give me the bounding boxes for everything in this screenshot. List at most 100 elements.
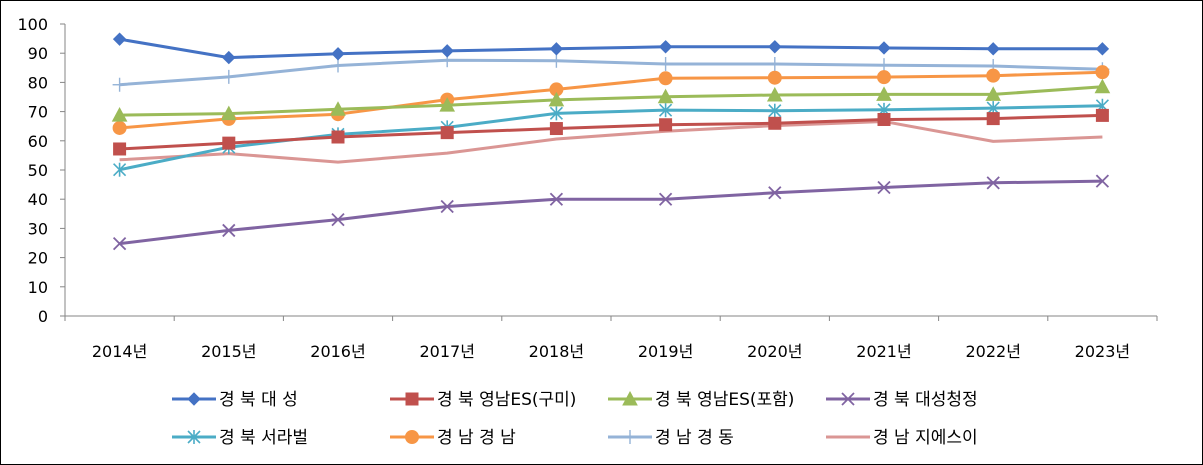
x-tick-label: 2018년 <box>529 342 584 361</box>
data-point <box>877 180 891 195</box>
marker-stroke <box>986 176 1000 190</box>
series-line <box>119 120 1103 164</box>
data-point <box>985 86 1002 101</box>
data-point <box>549 53 564 68</box>
y-tick-label: 0 <box>38 307 48 326</box>
series-6 <box>112 65 1110 135</box>
data-point <box>549 42 564 56</box>
legend-swatch-marker <box>187 430 201 444</box>
legend-item: 경 북 대 성 <box>172 390 298 410</box>
marker-stroke <box>658 192 673 206</box>
data-point <box>768 186 782 200</box>
x-tick-label: 2022년 <box>965 342 1020 361</box>
legend-label: 경 북 서라벌 <box>219 428 308 448</box>
y-tick-label: 70 <box>28 103 48 122</box>
data-point <box>548 91 565 107</box>
data-point <box>658 40 673 54</box>
marker-stroke <box>222 223 236 238</box>
data-point <box>767 70 782 85</box>
series-line <box>119 179 1103 246</box>
data-point <box>222 136 236 150</box>
series-1 <box>112 32 1110 65</box>
y-tick-label: 30 <box>28 219 48 238</box>
data-point <box>549 192 564 206</box>
data-point <box>331 130 345 144</box>
marker-stroke <box>841 392 855 406</box>
legend-item: 경 북 서라벌 <box>172 428 308 448</box>
data-point <box>113 162 127 177</box>
series-line <box>119 113 1103 151</box>
x-tick-label: 2020년 <box>747 342 802 361</box>
data-point <box>768 116 782 130</box>
data-point <box>439 97 456 112</box>
y-tick-label: 60 <box>28 132 48 151</box>
marker-stroke <box>112 236 127 251</box>
y-tick-label: 10 <box>28 278 48 297</box>
x-tick-label: 2017년 <box>419 342 474 361</box>
data-point <box>440 199 454 214</box>
legend-label: 경 북 대성청정 <box>873 390 978 410</box>
data-point <box>221 69 236 84</box>
legend-label: 경 남 경 동 <box>655 428 734 448</box>
data-point <box>1094 78 1111 94</box>
data-point <box>658 71 673 86</box>
x-tick-label: 2021년 <box>856 342 911 361</box>
legend-swatch-marker <box>622 390 638 406</box>
y-tick-label: 80 <box>28 73 48 92</box>
series-line <box>119 70 1103 130</box>
data-point <box>331 47 345 61</box>
x-tick-label: 2019년 <box>638 342 693 361</box>
legend-item: 경 북 대성청정 <box>826 390 978 410</box>
legend-swatch-marker <box>405 430 419 444</box>
data-point <box>112 236 127 251</box>
data-point <box>330 101 346 116</box>
data-point <box>659 118 673 132</box>
series-5 <box>113 98 1109 177</box>
legend-swatch-marker <box>405 392 419 406</box>
legend: 경 북 대 성 경 북 영남ES(구미) 경 북 영남ES(포함) 경 북 대성청정경… <box>172 390 978 448</box>
data-point <box>222 50 236 65</box>
legend-item: 경 남 지에스이 <box>826 428 978 448</box>
data-point <box>222 223 236 238</box>
legend-item: 경 남 경 남 <box>390 428 516 448</box>
legend-item: 경 북 영남ES(포함) <box>608 390 794 410</box>
y-tick-label: 90 <box>28 44 48 63</box>
data-point <box>768 103 782 118</box>
data-point <box>220 105 237 121</box>
data-point <box>1095 42 1110 56</box>
series-line <box>119 37 1103 60</box>
data-point <box>767 57 782 72</box>
legend-item: 경 북 영남ES(구미) <box>390 390 576 410</box>
data-point <box>768 40 782 54</box>
series-line <box>119 104 1103 172</box>
data-point <box>766 86 783 102</box>
data-point <box>331 213 345 227</box>
x-tick-label: 2023년 <box>1075 342 1130 361</box>
data-point <box>877 70 891 85</box>
legend-swatch-marker <box>623 430 637 444</box>
data-point <box>986 176 1000 190</box>
data-point <box>1095 174 1110 188</box>
series-4 <box>112 174 1110 251</box>
y-tick-label: 40 <box>28 190 48 209</box>
y-tick-label: 100 <box>17 15 48 34</box>
series-7 <box>112 53 1110 92</box>
data-point <box>657 88 674 104</box>
legend-label: 경 남 지에스이 <box>873 428 978 448</box>
x-tick-label: 2014년 <box>92 342 147 361</box>
legend-item: 경 남 경 동 <box>608 428 734 448</box>
legend-label: 경 남 경 남 <box>437 428 516 448</box>
data-point <box>440 44 454 58</box>
marker-stroke <box>877 180 891 195</box>
data-point <box>658 192 673 206</box>
data-point <box>549 122 563 136</box>
marker-stroke <box>331 213 345 227</box>
x-tick-label: 2015년 <box>201 342 256 361</box>
data-point <box>112 32 127 46</box>
data-point <box>876 86 892 101</box>
data-point <box>549 106 563 121</box>
data-point <box>112 77 127 92</box>
data-point <box>986 68 1001 83</box>
data-point <box>986 42 1000 56</box>
